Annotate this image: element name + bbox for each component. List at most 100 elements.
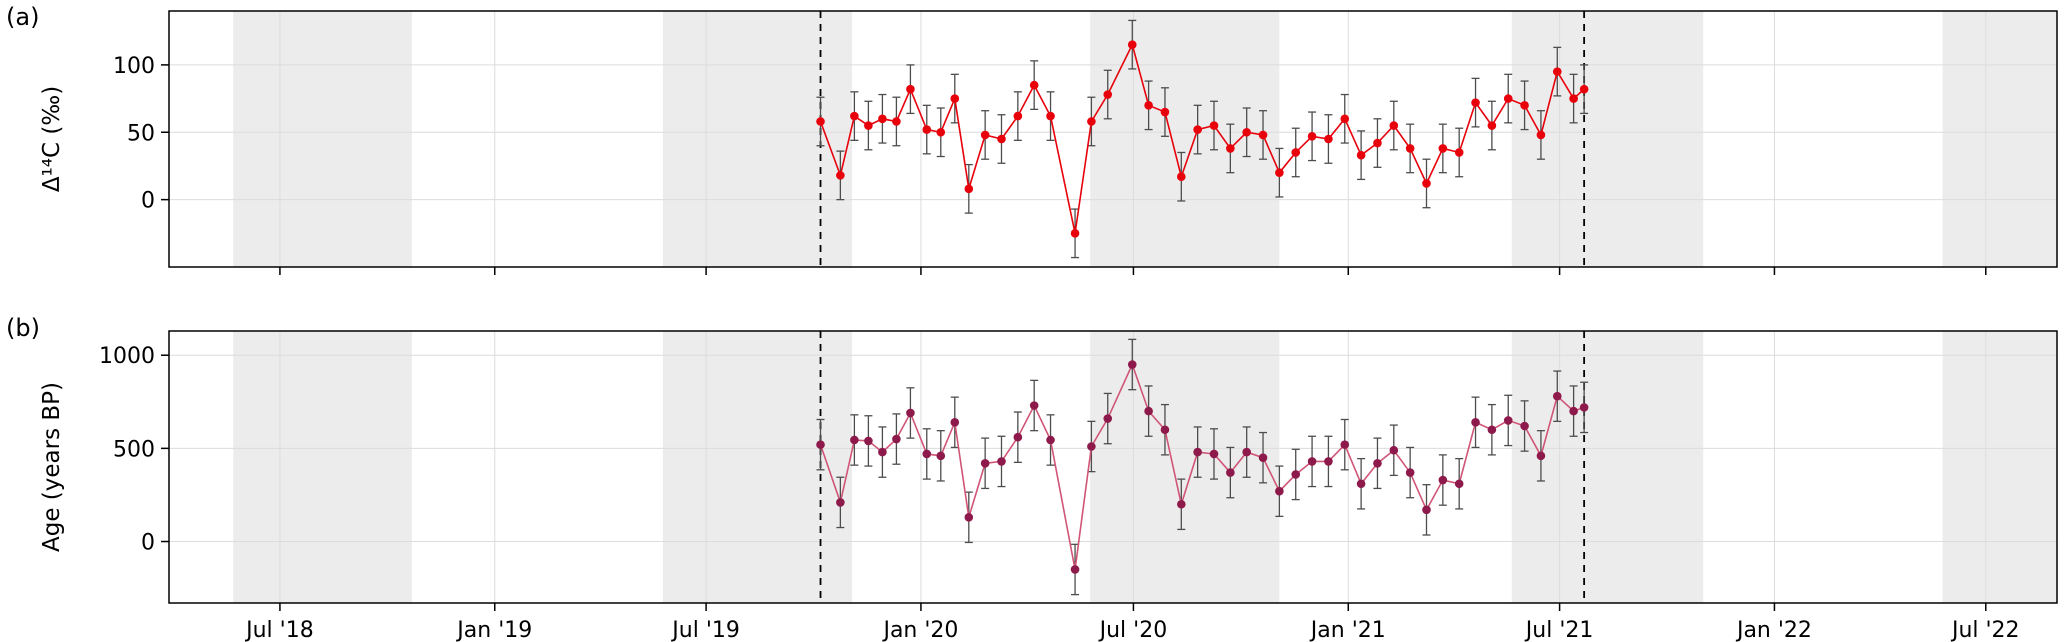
data-point xyxy=(816,440,825,449)
data-point xyxy=(1503,94,1513,103)
data-point xyxy=(1160,107,1170,117)
data-point xyxy=(922,449,932,459)
data-point xyxy=(850,111,859,121)
data-point xyxy=(1046,435,1055,445)
x-tick-label: Jul '19 xyxy=(670,618,740,642)
data-point xyxy=(836,498,845,507)
data-point xyxy=(1454,148,1464,157)
x-tick-label: Jan '20 xyxy=(881,618,958,642)
axes-frame xyxy=(168,330,2058,604)
x-tick-label: Jul '21 xyxy=(1524,618,1594,642)
data-point xyxy=(1144,406,1153,416)
seasonal-band xyxy=(1511,11,1704,267)
seasonal-band xyxy=(1942,331,2057,603)
data-point xyxy=(1471,417,1480,427)
data-point xyxy=(1144,101,1153,110)
data-point xyxy=(936,127,946,137)
data-point xyxy=(1070,229,1080,238)
data-point xyxy=(1013,432,1023,442)
axes-frame xyxy=(168,10,2058,268)
data-point xyxy=(1356,150,1366,160)
data-point xyxy=(1487,121,1497,130)
data-point xyxy=(1275,486,1284,496)
seasonal-band xyxy=(233,331,412,603)
y-tick-label: 1000 xyxy=(99,344,155,369)
data-point xyxy=(1307,132,1317,141)
data-point xyxy=(964,184,974,194)
seasonal-band xyxy=(1090,11,1280,267)
seasonal-band xyxy=(1090,331,1280,603)
data-point xyxy=(1193,447,1202,457)
data-point xyxy=(964,513,974,522)
data-point xyxy=(1046,111,1055,121)
data-point xyxy=(936,451,946,461)
data-point xyxy=(1422,505,1431,515)
data-point xyxy=(1291,470,1301,479)
data-point xyxy=(1258,453,1268,462)
data-point xyxy=(1520,101,1529,110)
panel-b: 0 500 1000 Jul '18 Jan '19 Jul '19 Jan '20 Jul … xyxy=(99,330,2058,642)
x-tick-label: Jan '19 xyxy=(455,618,532,642)
seasonal-band xyxy=(662,331,853,603)
data-point xyxy=(816,117,825,126)
data-point xyxy=(1209,121,1219,130)
data-point xyxy=(906,84,915,94)
data-point xyxy=(1373,458,1382,468)
data-point xyxy=(950,94,960,103)
data-point xyxy=(878,114,887,124)
data-point xyxy=(1324,457,1333,466)
data-point xyxy=(1422,179,1431,188)
data-point xyxy=(906,408,915,418)
x-tick-label: Jan '22 xyxy=(1735,618,1812,642)
seasonal-band xyxy=(233,11,412,267)
data-point xyxy=(1405,468,1415,477)
data-point xyxy=(1340,114,1350,124)
x-tick-label: Jul '18 xyxy=(244,618,314,642)
data-point xyxy=(1356,479,1366,489)
data-point xyxy=(1226,144,1235,153)
data-point xyxy=(1087,442,1096,451)
seasonal-band xyxy=(662,11,853,267)
data-point xyxy=(1536,451,1546,461)
data-point xyxy=(950,417,960,427)
data-point xyxy=(892,117,901,126)
data-point xyxy=(1127,40,1137,49)
data-point xyxy=(1103,414,1113,423)
data-point xyxy=(1340,440,1350,449)
panel-b-label: (b) xyxy=(6,314,40,342)
y-tick-label: 500 xyxy=(113,437,155,462)
data-point xyxy=(1569,94,1578,103)
data-point xyxy=(1579,403,1589,412)
y-tick-label: 100 xyxy=(113,54,155,79)
data-point xyxy=(1160,425,1170,435)
data-point xyxy=(1552,67,1562,76)
panel-a-label: (a) xyxy=(6,3,40,31)
data-point xyxy=(1177,172,1186,182)
y-tick-label: 50 xyxy=(127,121,155,146)
data-point xyxy=(1226,468,1235,477)
data-point xyxy=(997,134,1006,144)
x-tick-label: Jul '22 xyxy=(1950,618,2020,642)
data-point xyxy=(1487,425,1497,435)
data-point xyxy=(1569,406,1578,416)
data-point xyxy=(1177,499,1186,509)
data-point xyxy=(1087,117,1096,126)
data-point xyxy=(878,447,887,457)
data-point xyxy=(1324,134,1333,144)
data-point xyxy=(1438,144,1448,153)
data-point xyxy=(1275,168,1284,177)
x-tick-label: Jan '21 xyxy=(1309,618,1386,642)
data-point xyxy=(1013,111,1023,121)
y-tick-label: 0 xyxy=(141,531,155,556)
y-tick-label: 0 xyxy=(141,189,155,214)
data-point xyxy=(1579,84,1589,94)
data-point xyxy=(922,125,932,134)
data-point xyxy=(1242,447,1251,457)
data-point xyxy=(1029,401,1039,410)
data-point xyxy=(1242,127,1251,137)
seasonal-band xyxy=(1942,11,2057,267)
data-point xyxy=(1103,90,1113,99)
data-point xyxy=(1552,391,1562,401)
